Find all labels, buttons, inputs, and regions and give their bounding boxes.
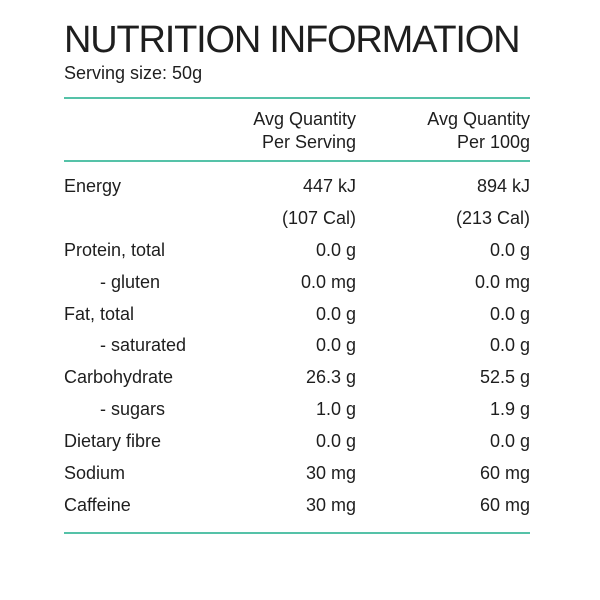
value-per-serving: 30 mg <box>305 494 356 515</box>
row-sugars: - sugars 1.0 g 1.9 g <box>64 394 530 426</box>
value-per-serving: 30 mg <box>305 463 356 484</box>
value-per-serving: 0.0 g <box>315 431 356 452</box>
value-per-serving: (107 Cal) <box>281 207 356 228</box>
value-per-100g: 1.9 g <box>489 399 530 420</box>
row-label: Dietary fibre <box>64 431 162 452</box>
column-header-per-100g: Avg Quantity Per 100g <box>427 108 530 154</box>
row-label: - saturated <box>100 335 187 356</box>
row-label: Protein, total <box>64 239 166 260</box>
row-label: Energy <box>64 176 122 196</box>
row-dietary-fibre: Dietary fibre 0.0 g 0.0 g <box>64 426 530 458</box>
value-per-serving: 0.0 g <box>315 335 356 356</box>
column-header-per-serving: Avg Quantity Per Serving <box>253 108 356 154</box>
row-gluten: - gluten 0.0 mg 0.0 mg <box>64 267 530 299</box>
row-label: - sugars <box>100 399 166 420</box>
value-per-100g: 0.0 g <box>489 431 530 452</box>
value-per-serving: 0.0 g <box>315 303 356 324</box>
value-per-100g: 0.0 mg <box>474 271 530 292</box>
column-header-line: Per Serving <box>261 132 356 152</box>
row-label: Sodium <box>64 463 126 484</box>
value-per-serving: 26.3 g <box>305 367 356 388</box>
value-per-serving: 0.0 g <box>315 239 356 260</box>
value-per-100g: 894 kJ <box>476 176 530 196</box>
bottom-divider <box>64 532 530 534</box>
value-per-serving: 0.0 mg <box>300 271 356 292</box>
panel-title: NUTRITION INFORMATION <box>64 19 521 61</box>
value-per-100g: 60 mg <box>479 494 530 515</box>
value-per-100g: 52.5 g <box>479 367 530 388</box>
row-carbohydrate: Carbohydrate 26.3 g 52.5 g <box>64 362 530 394</box>
nutrition-panel: NUTRITION INFORMATION Serving size: 50g … <box>64 0 530 600</box>
value-per-100g: 60 mg <box>479 463 530 484</box>
value-per-100g: 0.0 g <box>489 239 530 260</box>
top-divider <box>64 97 530 99</box>
value-per-100g: 0.0 g <box>489 303 530 324</box>
value-per-100g: (213 Cal) <box>455 207 530 228</box>
nutrition-rows: Energy 447 kJ 894 kJ (107 Cal) (213 Cal)… <box>64 171 530 522</box>
column-header-line: Per 100g <box>456 132 530 152</box>
row-energy-kj: Energy 447 kJ 894 kJ <box>64 171 530 203</box>
row-label: Caffeine <box>64 494 131 515</box>
row-caffeine: Caffeine 30 mg 60 mg <box>64 490 530 522</box>
row-protein: Protein, total 0.0 g 0.0 g <box>64 235 530 267</box>
row-energy-cal: (107 Cal) (213 Cal) <box>64 203 530 235</box>
header-divider <box>64 160 530 162</box>
column-header-line: Avg Quantity <box>427 109 530 129</box>
value-per-serving: 447 kJ <box>302 176 356 196</box>
value-per-100g: 0.0 g <box>489 335 530 356</box>
serving-size: Serving size: 50g <box>64 63 203 83</box>
row-sodium: Sodium 30 mg 60 mg <box>64 458 530 490</box>
row-fat: Fat, total 0.0 g 0.0 g <box>64 299 530 331</box>
row-saturated: - saturated 0.0 g 0.0 g <box>64 330 530 362</box>
row-label: - gluten <box>100 271 161 292</box>
row-label: Fat, total <box>64 303 135 324</box>
column-header-line: Avg Quantity <box>253 109 356 129</box>
row-label: Carbohydrate <box>64 367 174 388</box>
value-per-serving: 1.0 g <box>315 399 356 420</box>
